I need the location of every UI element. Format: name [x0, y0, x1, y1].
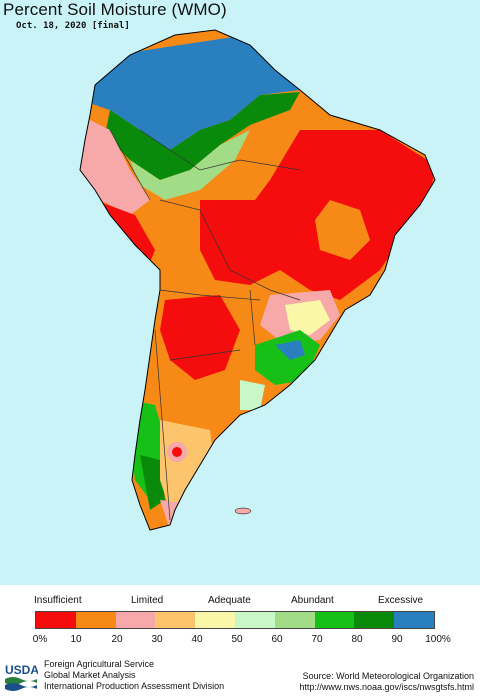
legend-category-limited: Limited	[131, 595, 164, 606]
footer: USDA Foreign Agricultural Service Global…	[0, 657, 480, 699]
legend-category-abundant: Abundant	[291, 595, 334, 606]
legend-tick: 20	[111, 634, 123, 645]
legend-tick: 0%	[32, 634, 48, 645]
legend-tick: 90	[391, 634, 403, 645]
legend-swatch	[234, 612, 275, 628]
source-line: Source: World Meteorological Organizatio…	[302, 671, 474, 681]
usda-logo: USDA	[5, 663, 38, 691]
legend-tick: 80	[351, 634, 363, 645]
legend: Insufficient Limited Adequate Abundant E…	[0, 585, 480, 657]
legend-swatch	[314, 612, 355, 628]
map-date: Oct. 18, 2020 [final]	[16, 21, 130, 31]
legend-category-insufficient: Insufficient	[34, 595, 82, 606]
legend-swatch	[115, 612, 156, 628]
agency-line: Global Market Analysis	[44, 670, 136, 680]
legend-swatch	[155, 612, 196, 628]
agency-line: International Production Assessment Divi…	[44, 681, 225, 691]
source-text: Source: World Meteorological Organizatio…	[299, 671, 474, 693]
legend-color-bar	[35, 611, 435, 629]
legend-tick: 30	[151, 634, 163, 645]
legend-swatch	[354, 612, 395, 628]
legend-swatch	[36, 612, 76, 628]
agency-line: Foreign Agricultural Service	[44, 659, 155, 669]
legend-tick: 100%	[425, 634, 451, 645]
legend-swatch	[75, 612, 116, 628]
legend-tick: 60	[271, 634, 283, 645]
south-america-map	[79, 29, 436, 531]
legend-swatch	[274, 612, 315, 628]
usda-logo-text: USDA	[5, 663, 38, 677]
legend-category-excessive: Excessive	[378, 595, 424, 606]
agency-text: Foreign Agricultural Service Global Mark…	[44, 659, 224, 692]
map-title: Percent Soil Moisture (WMO)	[3, 0, 227, 19]
legend-tick: 50	[231, 634, 243, 645]
soil-moisture-map	[0, 0, 480, 585]
legend-swatch	[195, 612, 235, 628]
legend-tick: 40	[191, 634, 203, 645]
legend-tick: 70	[311, 634, 323, 645]
legend-swatch	[394, 612, 434, 628]
source-line[interactable]: http://www.nws.noaa.gov/iscs/nwsgtsfs.ht…	[299, 682, 474, 692]
legend-category-adequate: Adequate	[208, 595, 251, 606]
legend-tick: 10	[70, 634, 82, 645]
